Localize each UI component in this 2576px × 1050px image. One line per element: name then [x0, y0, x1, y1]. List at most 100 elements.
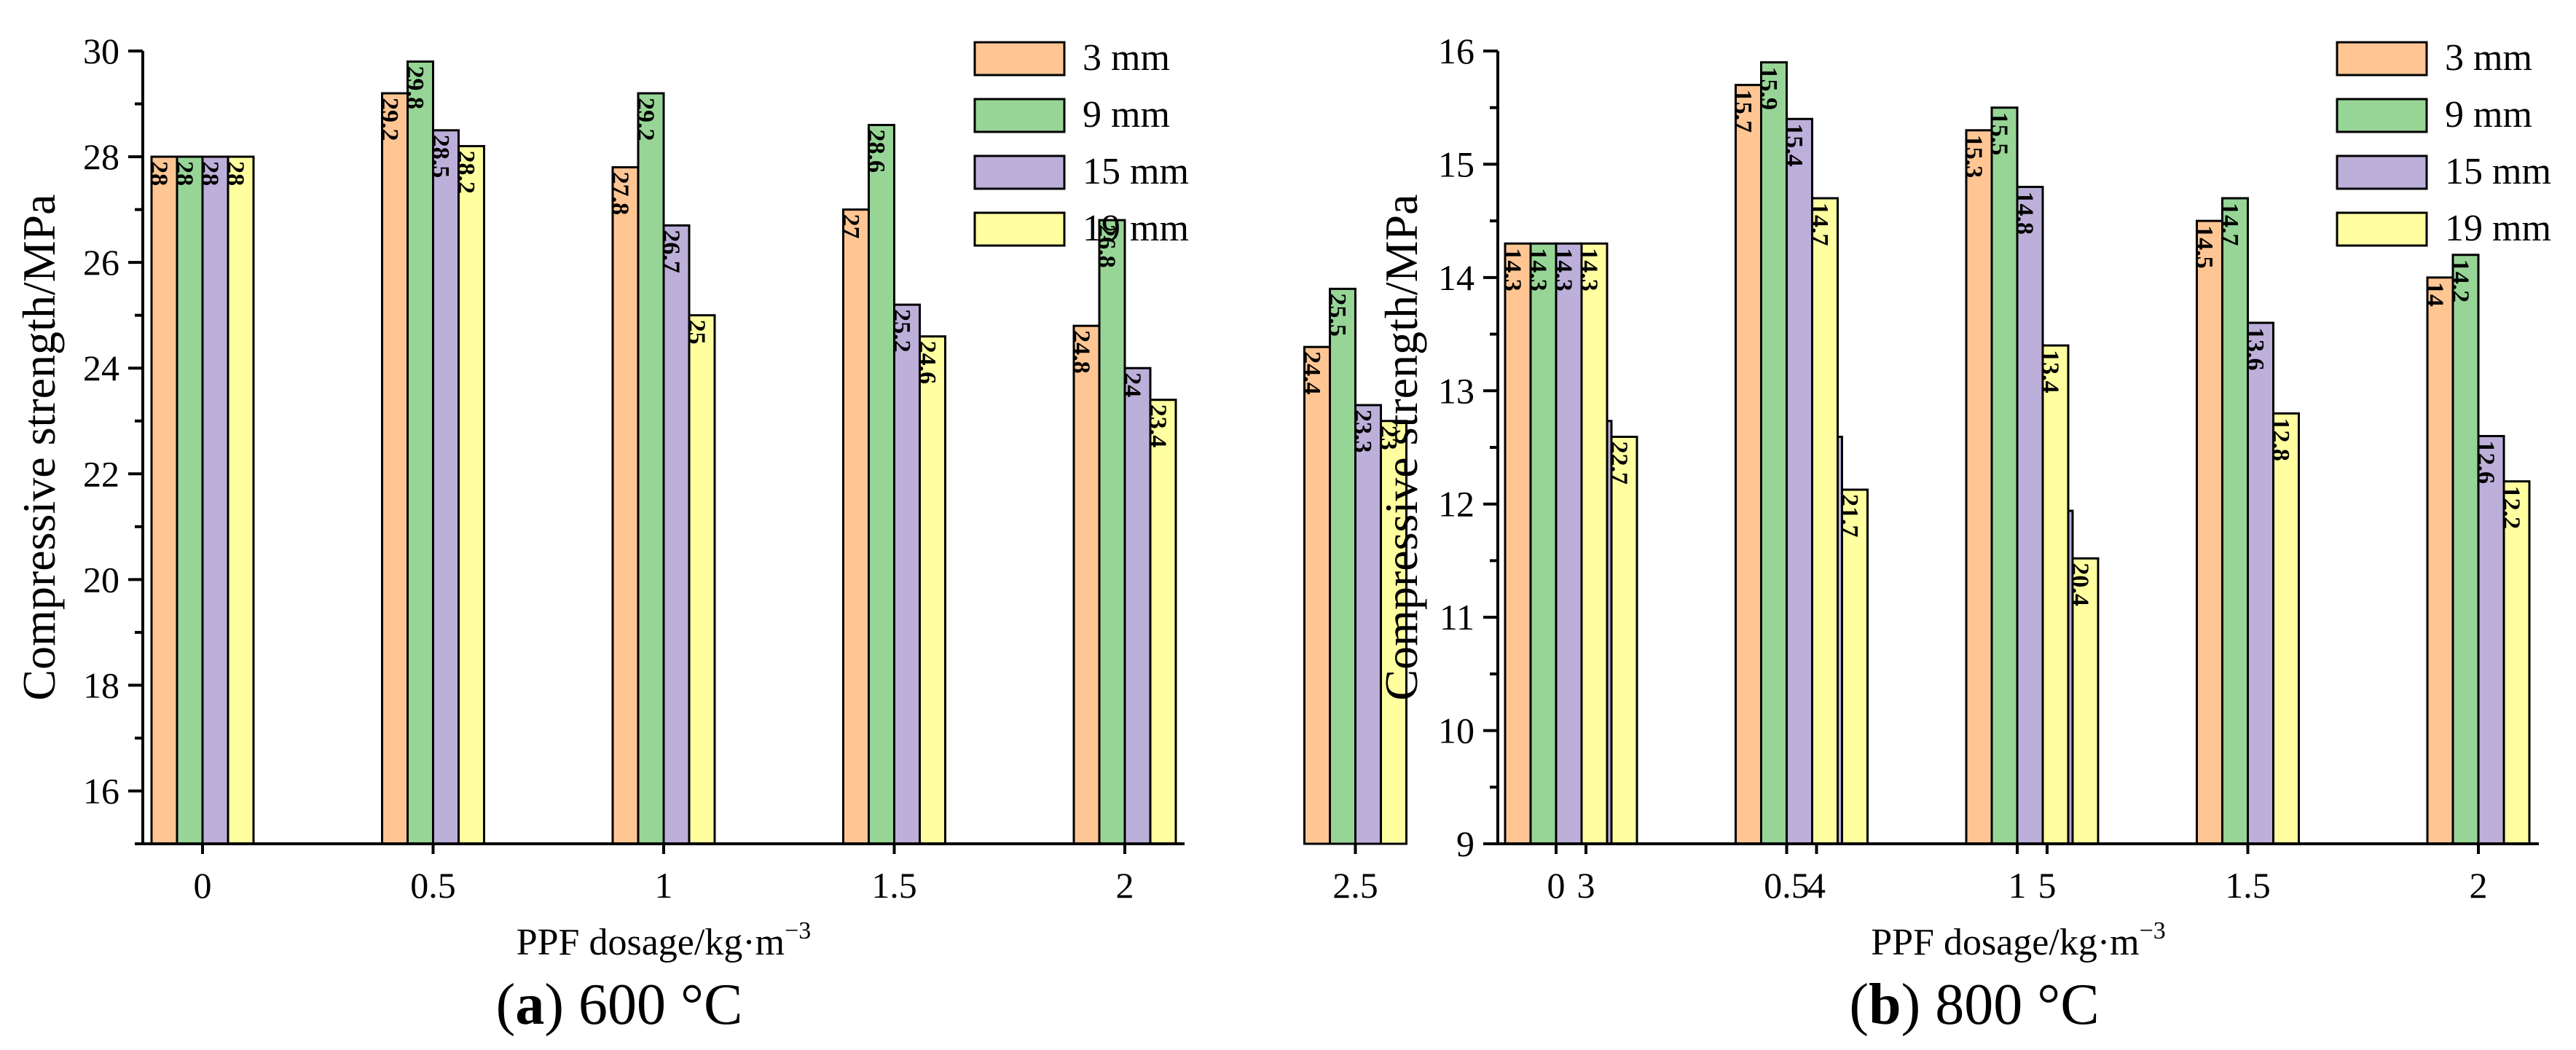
bar-3mm-1 — [611, 166, 640, 845]
data-label: 14.3 — [1499, 248, 1526, 291]
panel-caption-text: ) 800 °C — [1901, 973, 2100, 1037]
x-axis-title-sup: −3 — [2140, 917, 2166, 944]
bar-9mm-1 — [637, 92, 665, 845]
x-tick-label: 1 — [655, 865, 673, 906]
panel-caption: (b) 800 °C — [1849, 973, 2099, 1037]
y-tick-label: 22 — [83, 453, 119, 494]
data-label: 25.5 — [1324, 293, 1351, 337]
bar-3mm-1.5 — [2196, 219, 2223, 845]
bar-19mm-0.5 — [1811, 197, 1839, 845]
bar-3mm-2 — [2426, 276, 2454, 845]
bar-19mm-2.5 — [1380, 420, 1407, 845]
data-label: 24.4 — [1298, 351, 1325, 394]
y-tick-label: 10 — [1438, 710, 1474, 751]
panel-caption: (a) 600 °C — [496, 973, 743, 1037]
bar-15mm-0 — [1555, 242, 1583, 845]
legend-label: 9 mm — [2445, 94, 2532, 136]
panel-caption-text: ) 600 °C — [544, 973, 742, 1037]
data-label: 28.6 — [863, 130, 890, 173]
data-label: 12.2 — [2498, 486, 2525, 530]
bar-3mm-0.5 — [1735, 84, 1762, 845]
data-label: 14 — [2422, 282, 2449, 307]
legend-label: 19 mm — [2445, 208, 2551, 249]
x-axis-title-main: PPF dosage/kg·m — [517, 922, 785, 963]
bar-3mm-0 — [1504, 242, 1532, 845]
data-label: 12.8 — [2267, 418, 2294, 461]
x-tick-label: 0 — [194, 865, 212, 906]
bar-15mm-1.5 — [2247, 321, 2274, 845]
bar-19mm-0.5 — [458, 145, 485, 845]
data-label: 29.8 — [401, 66, 428, 110]
x-tick-label: 2 — [2470, 865, 2488, 906]
bar-15mm-1.5 — [893, 303, 921, 845]
bar-9mm-1.5 — [868, 124, 895, 845]
data-label: 24.6 — [914, 341, 941, 385]
bar-19mm-5 — [2071, 557, 2100, 845]
legend-swatch-15mm — [973, 154, 1066, 190]
bar-15mm-1 — [2016, 186, 2044, 845]
bar-15mm-2.5 — [1354, 404, 1382, 845]
data-label: 28 — [171, 161, 198, 186]
legend-label: 15 mm — [1083, 151, 1189, 192]
x-axis-title-main: PPF dosage/kg·m — [1871, 922, 2139, 963]
y-tick-label: 30 — [83, 31, 119, 71]
data-label: 25.2 — [888, 309, 915, 353]
bar-19mm-1 — [2041, 344, 2070, 845]
data-label: 15.4 — [1780, 123, 1807, 167]
x-tick-label: 1.5 — [2225, 865, 2271, 906]
data-label: 24.8 — [1068, 330, 1095, 374]
y-tick-label: 24 — [83, 348, 119, 388]
legend-swatch-19mm — [2336, 211, 2428, 247]
data-label: 20.4 — [2067, 563, 2094, 606]
bar-9mm-0 — [176, 155, 204, 845]
bar-19mm-2 — [1149, 399, 1177, 845]
legend-swatch-9mm — [973, 98, 1066, 133]
panel-label: ( — [1849, 973, 1869, 1037]
bar-3mm-1 — [1965, 129, 1993, 845]
bar-15mm-1 — [662, 224, 691, 845]
legend-swatch-3mm — [2336, 41, 2428, 77]
legend-label: 9 mm — [1083, 94, 1170, 136]
chart-panel-b: 14.314.314.314.3015.715.915.414.70.515.3… — [1375, 31, 2551, 1037]
data-label: 25 — [683, 320, 710, 345]
data-label: 27.8 — [607, 172, 634, 216]
x-tick-label: 0.5 — [410, 865, 456, 906]
data-label: 14.3 — [1525, 248, 1552, 291]
data-label: 23.3 — [1349, 410, 1376, 453]
y-tick-label: 13 — [1438, 370, 1474, 411]
data-label: 27 — [837, 214, 864, 239]
y-tick-label: 11 — [1440, 597, 1474, 638]
data-label: 21.7 — [1836, 494, 1863, 538]
bar-19mm-3 — [1610, 435, 1638, 845]
data-label: 14.3 — [1576, 248, 1603, 291]
bar-9mm-2 — [2451, 254, 2480, 845]
bar-9mm-0 — [1529, 242, 1558, 845]
y-axis-title: Compressive strength/MPa — [1375, 194, 1427, 700]
data-label: 15.3 — [1960, 135, 1987, 179]
bar-9mm-2 — [1098, 219, 1126, 845]
y-tick-label: 16 — [83, 770, 119, 811]
bar-9mm-1.5 — [2221, 197, 2249, 845]
data-label: 13.4 — [2037, 350, 2064, 393]
data-label: 28 — [222, 161, 249, 186]
legend-label: 19 mm — [1083, 208, 1189, 249]
x-axis-title: PPF dosage/kg·m−3 — [517, 917, 812, 963]
y-tick-label: 28 — [83, 136, 119, 177]
bar-3mm-2.5 — [1303, 345, 1331, 845]
x-tick-label: 2.5 — [1332, 865, 1378, 906]
y-axis-title: Compressive strength/MPa — [13, 194, 65, 700]
data-label: 14.7 — [2216, 203, 2243, 246]
bar-19mm-0 — [227, 155, 255, 845]
bar-19mm-0 — [1580, 242, 1609, 845]
x-tick-label: 0 — [1547, 865, 1566, 906]
legend-label: 15 mm — [2445, 151, 2551, 192]
data-label: 26.8 — [1093, 224, 1120, 268]
data-label: 14.3 — [1550, 248, 1577, 291]
bar-19mm-1.5 — [919, 335, 946, 845]
y-tick-label: 12 — [1438, 484, 1474, 525]
panel-label: ( — [496, 973, 516, 1037]
legend-swatch-9mm — [2336, 98, 2428, 133]
data-label: 23 — [1375, 426, 1402, 450]
x-tick-label: 1 — [2008, 865, 2027, 906]
y-tick-label: 26 — [83, 242, 119, 283]
